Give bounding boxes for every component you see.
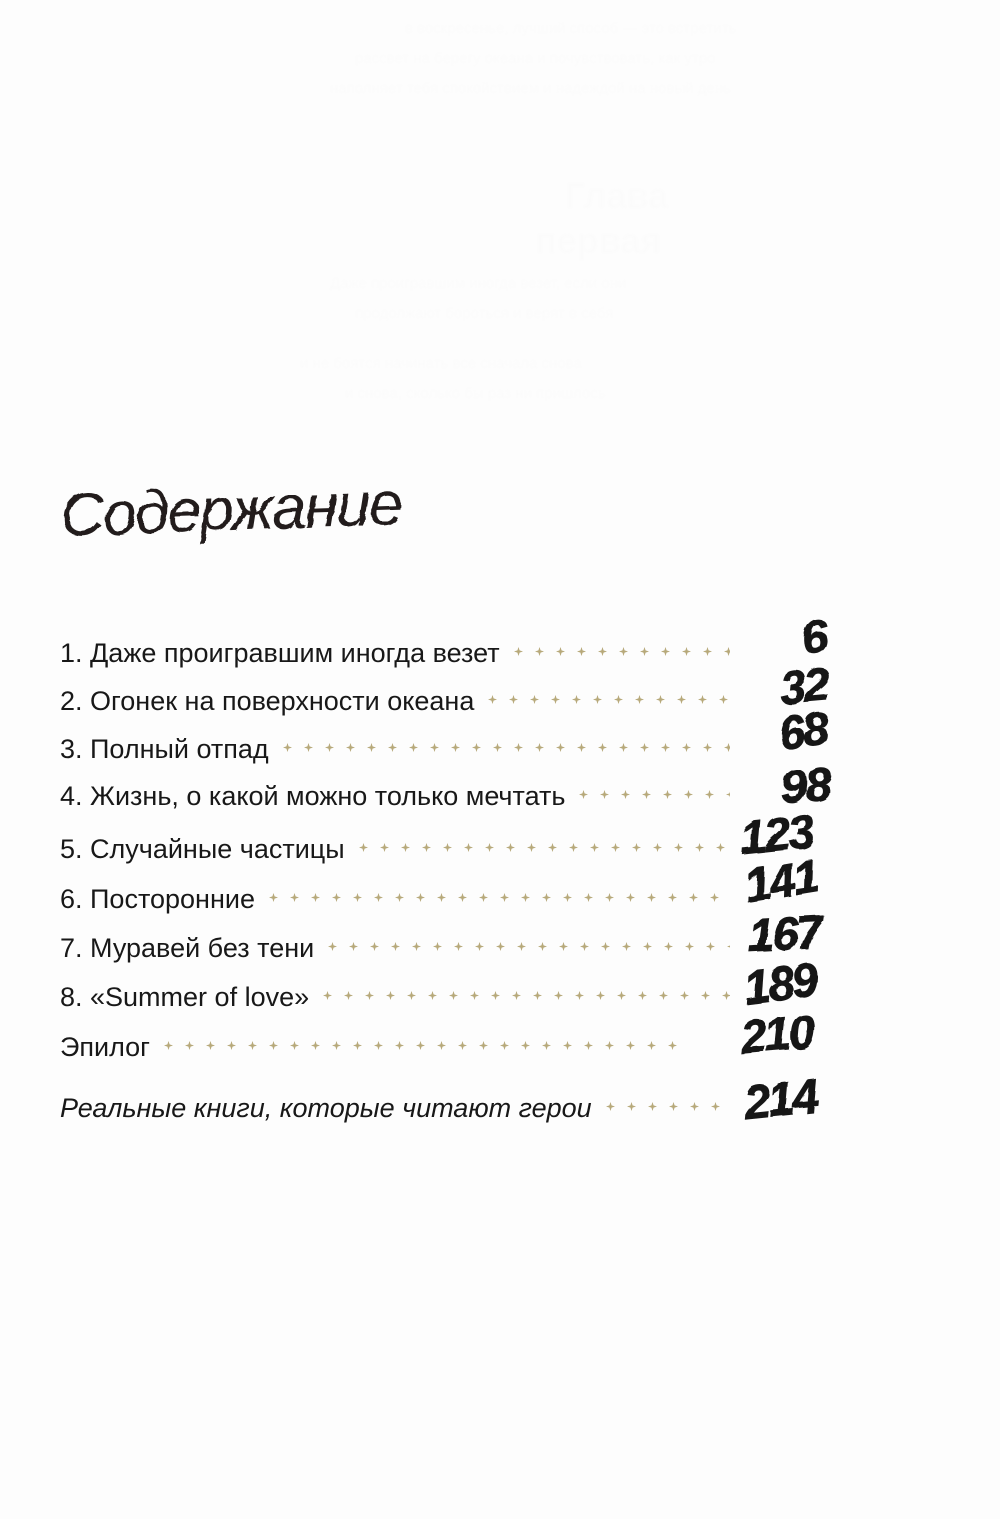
- svg-text:214: 214: [741, 1070, 821, 1129]
- svg-text:68: 68: [775, 702, 833, 760]
- svg-text:210: 210: [737, 1005, 817, 1063]
- svg-text:Содержание: Содержание: [59, 469, 402, 549]
